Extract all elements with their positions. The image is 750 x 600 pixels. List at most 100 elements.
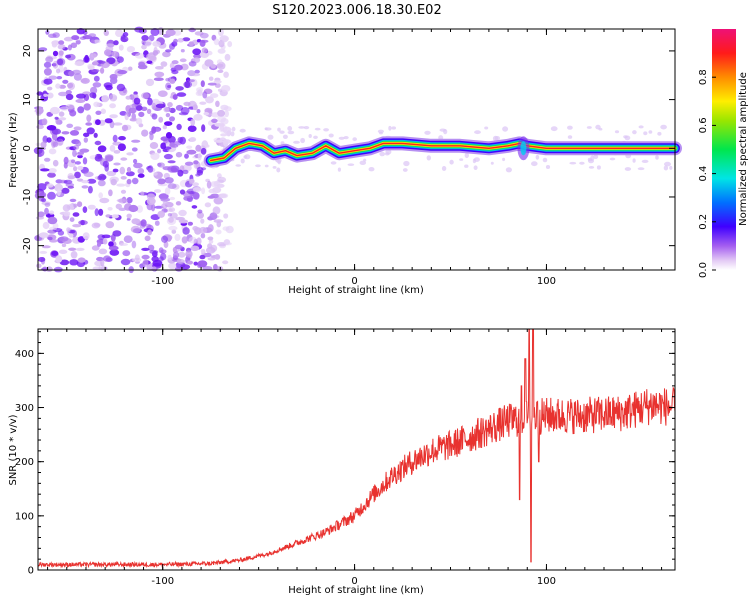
spectrogram-y-axis-label: Frequency (Hz) [8,112,19,188]
noise-blob [65,182,75,187]
noise-blob [212,206,221,215]
noise-blob [111,51,119,57]
noise-blob [61,243,67,248]
noise-blob [314,127,321,131]
noise-blob [152,50,159,56]
noise-blob [531,161,538,167]
noise-blob [624,135,631,141]
noise-blob [80,77,90,84]
noise-blob [48,75,58,80]
noise-blob [151,126,157,134]
noise-blob [162,125,167,130]
noise-blob [46,183,54,188]
noise-blob [102,160,110,168]
noise-blob [81,185,89,189]
noise-blob [162,201,169,206]
noise-blob [211,118,218,124]
noise-blob [231,126,236,132]
x-tick-label: 0 [351,276,357,287]
noise-blob [215,100,220,108]
noise-blob [133,162,143,169]
noise-blob [111,214,119,219]
noise-blob [47,172,56,178]
noise-blob [177,169,184,177]
noise-blob [113,40,119,46]
noise-blob [44,207,49,215]
noise-blob [177,38,184,43]
noise-blob [71,35,80,41]
noise-blob [63,211,71,217]
noise-blob [223,239,231,245]
noise-blob [94,140,102,146]
noise-blob [92,82,102,88]
noise-blob [133,158,138,164]
noise-blob [140,219,147,227]
noise-blob [637,167,645,171]
noise-blob [586,126,592,129]
noise-blob [97,175,102,181]
noise-blob [187,260,194,265]
noise-blob [230,131,235,137]
noise-blob [183,81,192,89]
noise-blob [593,154,599,159]
noise-blob [168,225,178,231]
noise-blob [82,30,88,36]
snr-y-axis-label: SNR (10 * v/v) [8,414,19,485]
noise-blob [214,122,223,127]
noise-blob [208,76,214,81]
noise-blob [36,263,42,268]
noise-blob [62,79,69,84]
noise-blob [157,210,165,218]
y-tick-label: 0 [28,566,34,577]
noise-blob [40,141,47,149]
noise-blob [141,247,150,251]
noise-blob [108,189,113,197]
noise-blob [76,93,86,99]
noise-blob [202,266,213,271]
noise-blob [132,228,141,234]
noise-blob [664,161,671,167]
noise-blob [56,76,63,80]
noise-blob [165,49,172,53]
noise-blob [282,134,288,139]
noise-blob [70,42,78,49]
noise-blob [54,138,62,142]
noise-blob [185,250,193,258]
noise-blob [343,136,349,140]
noise-blob [196,211,204,219]
noise-blob [90,53,97,58]
noise-blob [116,56,124,63]
noise-blob [154,189,162,193]
noise-blob [155,66,164,70]
noise-blob [46,125,57,131]
noise-blob [323,128,329,132]
noise-blob [51,251,59,256]
x-tick-label: 100 [537,276,556,287]
noise-blob [193,114,203,121]
noise-blob [208,188,216,194]
noise-blob [174,233,181,241]
noise-blob [217,176,227,183]
noise-blob [77,236,86,243]
noise-blob [213,38,220,46]
noise-blob [235,164,241,167]
noise-blob [120,36,129,43]
noise-blob [221,85,231,93]
noise-blob [55,83,61,89]
noise-blob [169,142,175,148]
noise-blob [131,177,139,185]
noise-blob [352,137,358,142]
noise-blob [131,240,137,249]
noise-blob [193,160,199,165]
noise-blob [153,171,158,176]
noise-blob [207,243,213,250]
noise-blob [632,130,637,135]
noise-blob [143,39,152,47]
noise-blob [59,259,70,266]
noise-blob [165,82,172,91]
snr-x-axis-label: Height of straight line (km) [288,585,424,596]
noise-blob [159,256,164,262]
noise-blob [48,148,57,155]
noise-blob [57,44,66,50]
noise-blob [120,157,128,161]
